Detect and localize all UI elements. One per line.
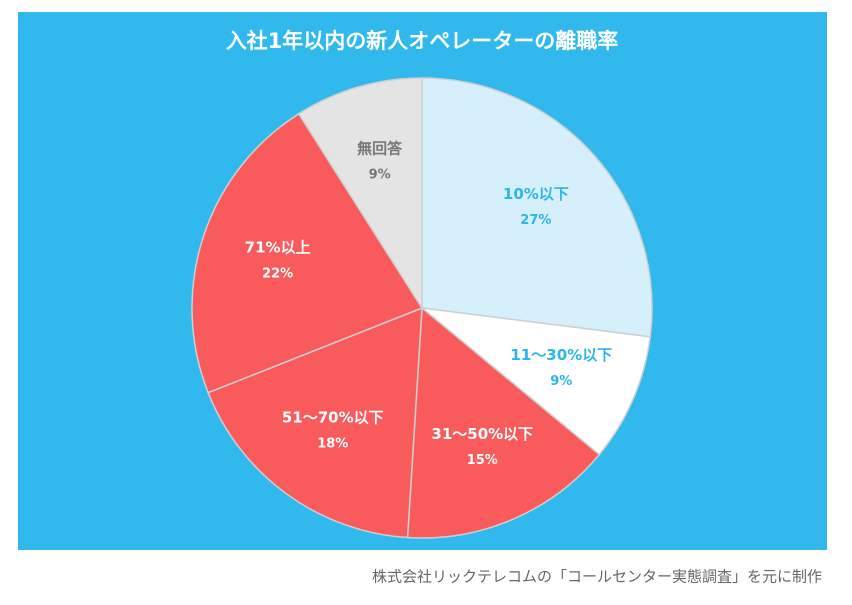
slice-label: 10%以下 <box>503 185 569 203</box>
value-label: 9% <box>369 168 391 183</box>
pie-slice <box>207 306 423 539</box>
value-label: 18% <box>317 436 348 451</box>
slice-label: 51〜70%以下 <box>282 408 384 426</box>
chart-title: 入社1年以内の新人オペレーターの離職率 <box>226 29 619 53</box>
pie-slice <box>297 77 423 311</box>
value-label: 22% <box>262 267 293 282</box>
pie-slice <box>191 112 424 394</box>
value-label: 27% <box>520 213 551 228</box>
source-note: 株式会社リックテレコムの「コールセンター実態調査」を元に制作 <box>372 568 822 586</box>
value-label: 15% <box>467 453 498 468</box>
pie-slice <box>421 77 653 338</box>
pie-slice <box>419 306 652 456</box>
slice-label: 11〜30%以下 <box>510 346 612 364</box>
slice-label: 31〜50%以下 <box>431 425 533 443</box>
pie-slice <box>406 306 601 539</box>
slice-label: 無回答 <box>357 140 403 158</box>
slice-label: 71%以上 <box>245 239 311 257</box>
value-label: 9% <box>550 374 572 389</box>
